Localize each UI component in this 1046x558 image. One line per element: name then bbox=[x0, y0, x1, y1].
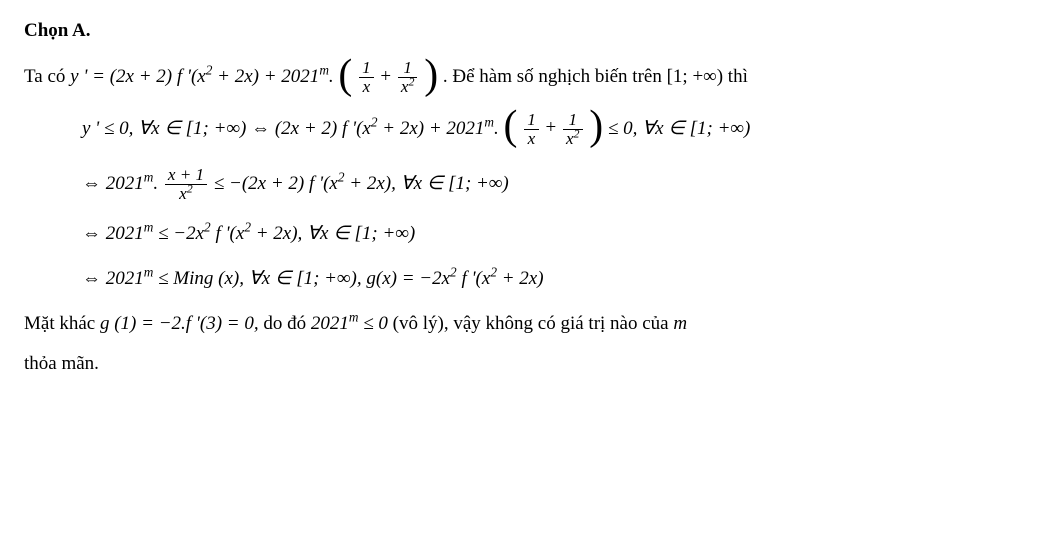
txt-thoaman: thỏa mãn. bbox=[24, 353, 99, 374]
line-conclusion-2: thỏa mãn. bbox=[24, 351, 1022, 378]
paren-group-2: ( 1x + 1x2 ) bbox=[504, 110, 604, 148]
interval-1: [1; +∞) bbox=[667, 66, 723, 87]
line-conclusion: Mặt khác g (1) = −2.f '(3) = 0, do đó 20… bbox=[24, 311, 1022, 338]
step-2: ⇔ 2021m. x + 1x2 ≤ −(2x + 2) f '(x2 + 2x… bbox=[24, 166, 1022, 203]
txt-voly: (vô lý), vậy không có giá trị nào của bbox=[393, 313, 674, 334]
txt-taco: Ta có bbox=[24, 66, 70, 87]
txt-dodo: do đó bbox=[263, 313, 311, 334]
math-yprime: y ' = (2x + 2) f '(x2 + 2x) + 2021m. bbox=[70, 64, 334, 91]
txt-matkhac: Mặt khác bbox=[24, 313, 100, 334]
math-step1b: ≤ 0, ∀x ∈ [1; +∞) bbox=[608, 116, 750, 143]
var-m: m bbox=[673, 313, 687, 334]
step-4: ⇔ 2021m ≤ Ming (x), ∀x ∈ [1; +∞), g(x) =… bbox=[24, 266, 1022, 293]
answer-heading: Chọn A. bbox=[24, 18, 1022, 45]
txt-mid: . Để hàm số nghịch biến trên bbox=[443, 66, 667, 87]
math-step2b: ≤ −(2x + 2) f '(x2 + 2x), ∀x ∈ [1; +∞) bbox=[214, 171, 509, 198]
math-step1a: y ' ≤ 0, ∀x ∈ [1; +∞) ⇔ (2x + 2) f '(x2 … bbox=[82, 116, 499, 143]
math-g1: g (1) = −2.f '(3) = 0, bbox=[100, 313, 259, 334]
txt-thi: thì bbox=[728, 66, 748, 87]
step-3: ⇔ 2021m ≤ −2x2 f '(x2 + 2x), ∀x ∈ [1; +∞… bbox=[24, 221, 1022, 248]
math-step4: ⇔ 2021m ≤ Ming (x), ∀x ∈ [1; +∞), g(x) =… bbox=[82, 266, 544, 293]
step-1: y ' ≤ 0, ∀x ∈ [1; +∞) ⇔ (2x + 2) f '(x2 … bbox=[24, 110, 1022, 148]
frac-xplus1: x + 1x2 bbox=[163, 166, 209, 203]
paren-group-1: ( 1x + 1x2 ) bbox=[338, 59, 438, 97]
math-cond: 2021m ≤ 0 bbox=[311, 313, 388, 334]
math-step2a: ⇔ 2021m. bbox=[82, 171, 158, 198]
line-intro: Ta có y ' = (2x + 2) f '(x2 + 2x) + 2021… bbox=[24, 59, 1022, 97]
math-step3: ⇔ 2021m ≤ −2x2 f '(x2 + 2x), ∀x ∈ [1; +∞… bbox=[82, 221, 415, 248]
